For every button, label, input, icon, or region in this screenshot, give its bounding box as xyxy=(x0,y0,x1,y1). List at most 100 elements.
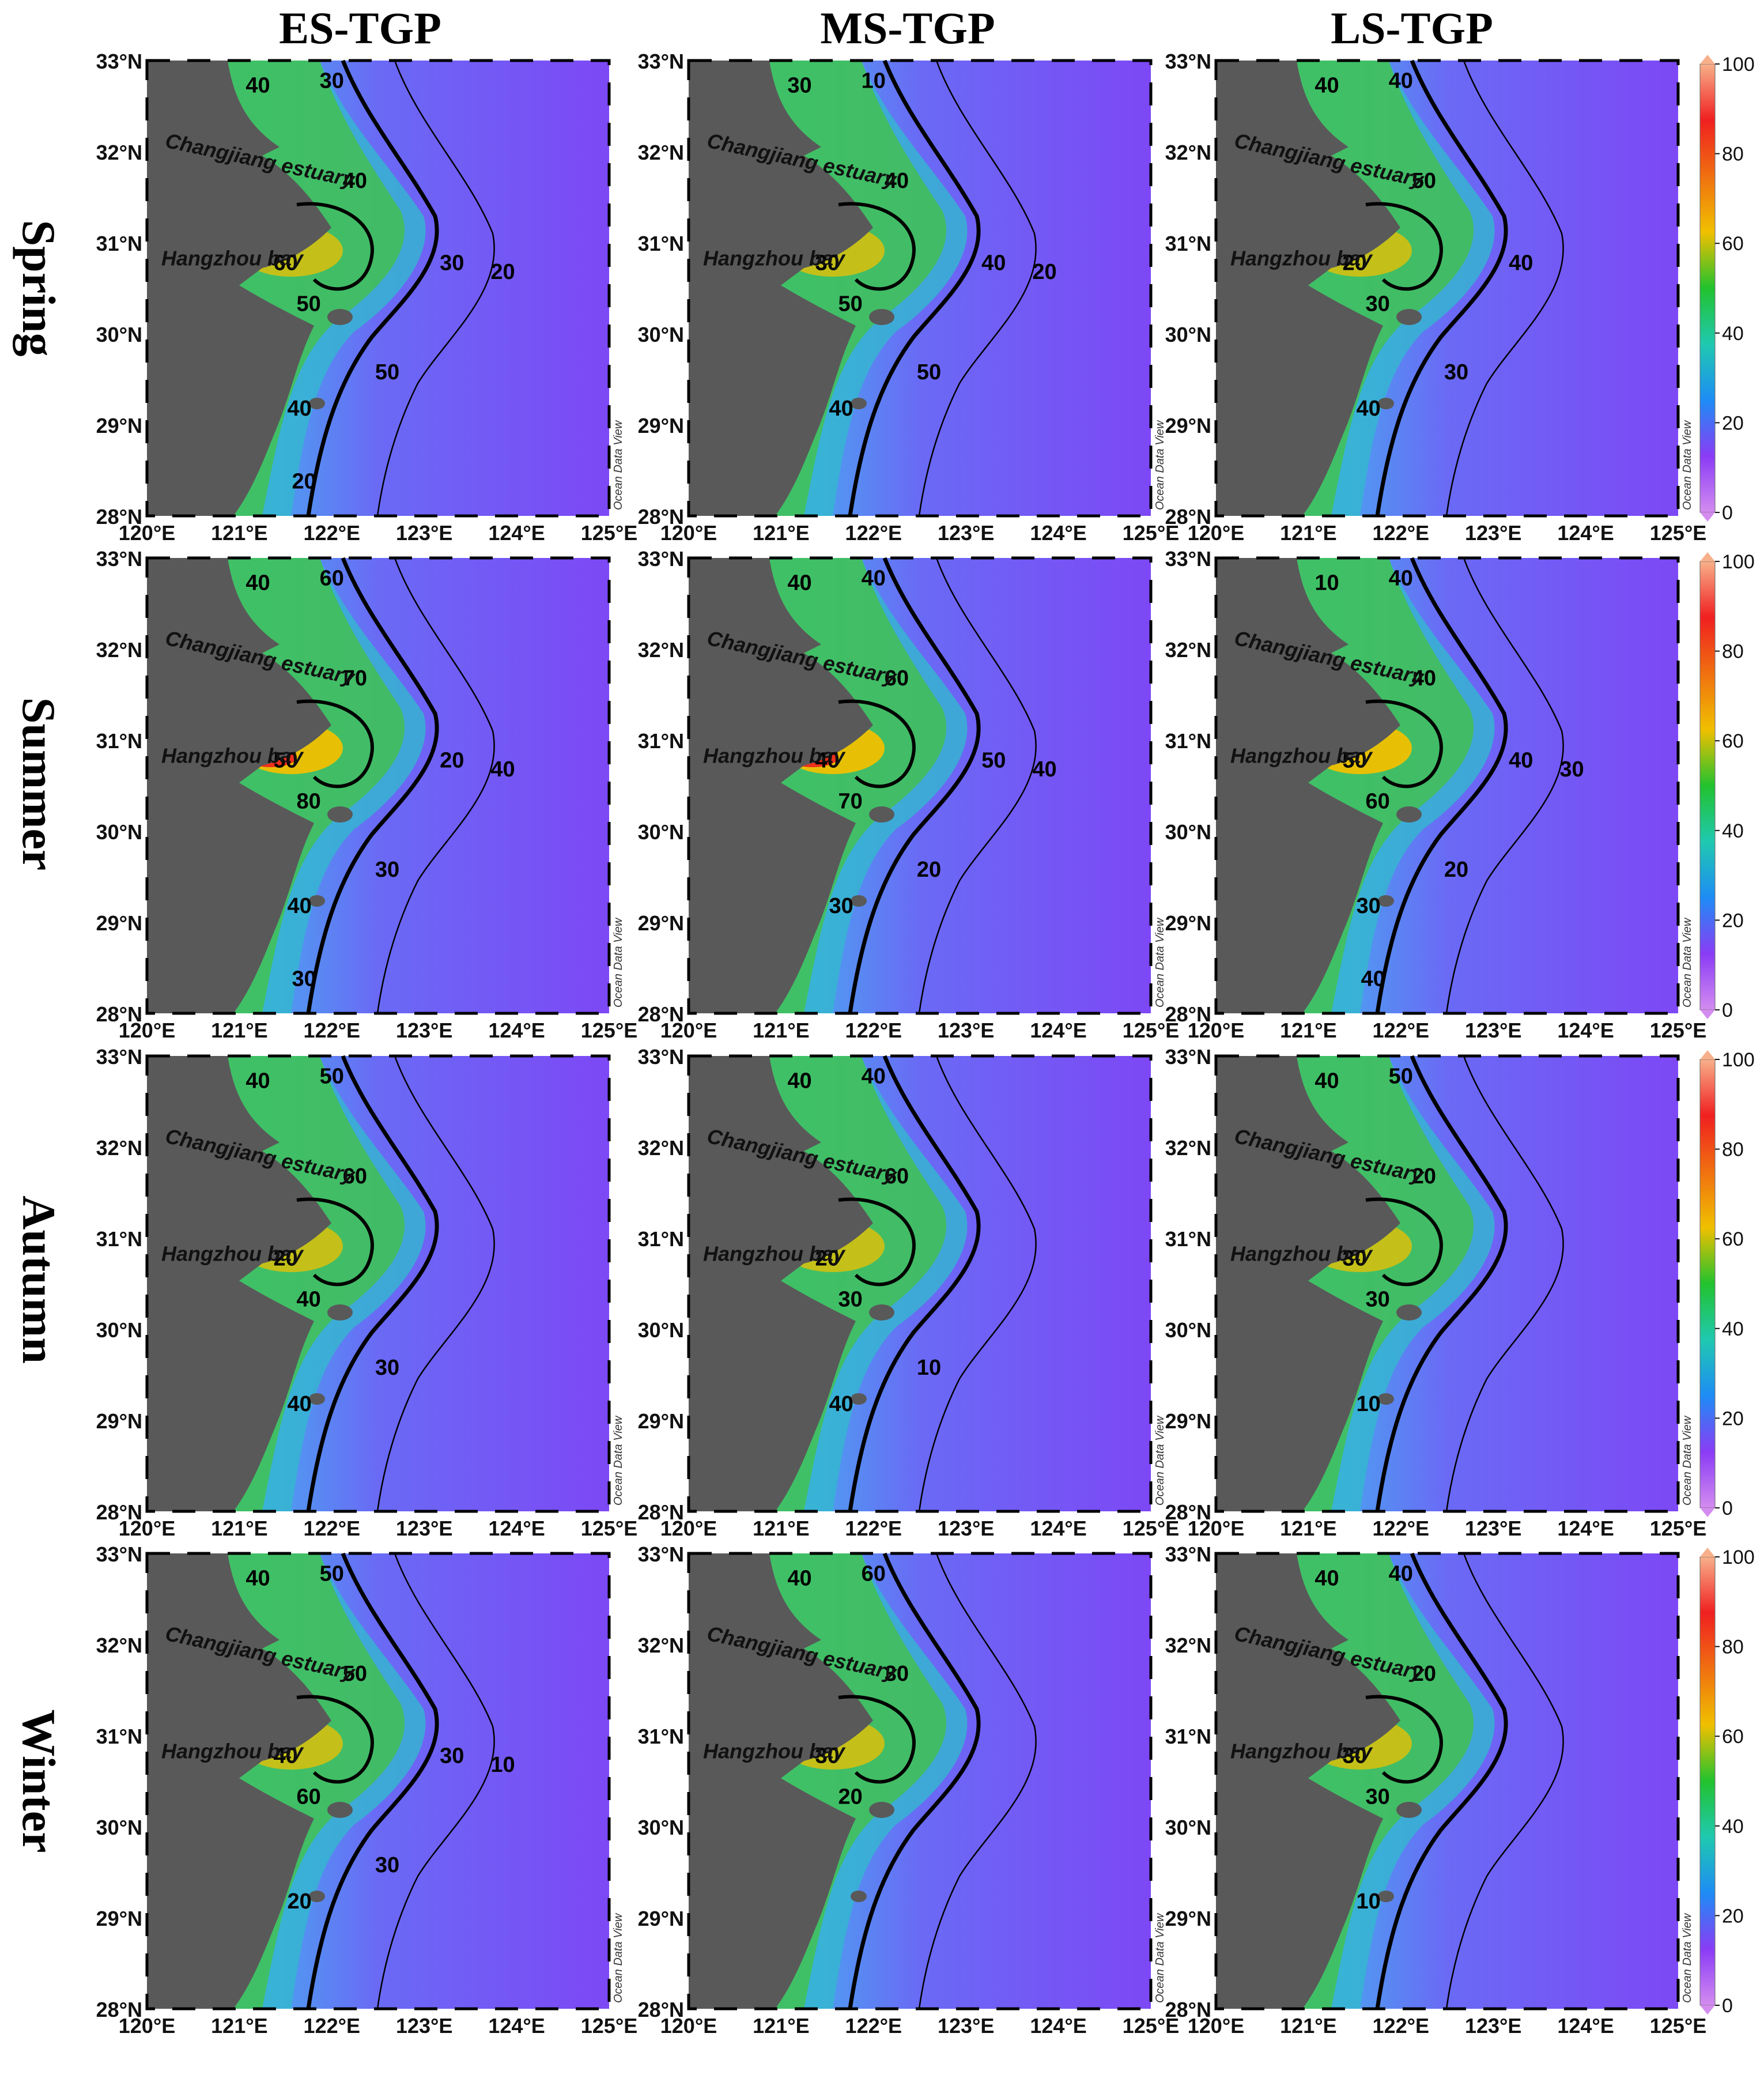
colorbar-arrow-min xyxy=(1700,1010,1715,1019)
contour-label: 30 xyxy=(440,1744,464,1768)
contour-label: 50 xyxy=(375,360,399,384)
contour-label: 30 xyxy=(1342,1744,1366,1768)
lon-tick-label: 124°E xyxy=(488,521,545,545)
colorbar-ramp xyxy=(1699,561,1716,1010)
odv-watermark: Ocean Data View xyxy=(612,1415,625,1506)
land-mass xyxy=(147,1056,331,1511)
contour-label: 20 xyxy=(1412,1662,1436,1686)
lat-tick-label: 29°N xyxy=(638,911,684,935)
contour-label: 40 xyxy=(1509,251,1533,275)
lat-tick-label: 33°N xyxy=(96,1542,142,1566)
nearshore-band xyxy=(804,1056,968,1511)
colorbar: 0 20 40 60 80 100 xyxy=(1699,1049,1755,1519)
odv-watermark: Ocean Data View xyxy=(612,917,625,1008)
nearshore-band xyxy=(262,558,426,1013)
place-label-bay: Hangzhou bay xyxy=(1230,1740,1373,1763)
contour-line-bold xyxy=(1375,1055,1508,1512)
contour-label: 60 xyxy=(1366,790,1390,814)
contour-label: 20 xyxy=(1444,858,1468,882)
lon-tick-label: 123°E xyxy=(938,1019,994,1042)
contour-line xyxy=(918,557,1037,1014)
odv-watermark: Ocean Data View xyxy=(1681,1415,1694,1506)
contour-line-bold xyxy=(296,202,374,291)
island xyxy=(1396,309,1422,325)
map-frame xyxy=(687,59,1153,518)
lon-tick-label: 125°E xyxy=(1650,521,1706,545)
contour-label: 40 xyxy=(288,1392,312,1416)
lat-tick-label: 32°N xyxy=(638,1136,684,1160)
colorbar-tick-label: 20 xyxy=(1722,412,1744,434)
contour-label: 40 xyxy=(1361,967,1385,991)
lat-tick-label: 28°N xyxy=(1165,1998,1211,2021)
lat-tick-label: 29°N xyxy=(638,1409,684,1433)
lon-tick-label: 120°E xyxy=(1188,1019,1244,1042)
lat-tick-label: 28°N xyxy=(96,505,142,529)
contour-label: 40 xyxy=(343,169,367,193)
lat-tick-label: 32°N xyxy=(1165,1136,1211,1160)
lat-tick-label: 31°N xyxy=(1165,729,1211,753)
contour-label: 50 xyxy=(320,1561,344,1586)
contour-label: 20 xyxy=(288,1889,312,1914)
colorbar-tick-label: 20 xyxy=(1722,1905,1744,1927)
contour-label: 40 xyxy=(829,397,853,421)
contour-label: 40 xyxy=(245,1566,270,1590)
contour-label: 40 xyxy=(1314,1069,1339,1093)
lat-tick-label: 30°N xyxy=(1165,1318,1211,1342)
colorbar-tick-label: 60 xyxy=(1722,233,1744,255)
lon-tick-label: 120°E xyxy=(660,521,717,545)
island xyxy=(869,806,894,823)
colorbar-tick-label: 100 xyxy=(1722,1049,1755,1071)
colorbar-tick-label: 40 xyxy=(1722,820,1744,842)
lon-tick-label: 123°E xyxy=(396,2014,452,2038)
island xyxy=(869,1802,894,1818)
contour-label: 60 xyxy=(320,566,344,590)
contour-label: 50 xyxy=(320,1064,344,1088)
lon-tick-label: 123°E xyxy=(938,521,994,545)
contour-label: 20 xyxy=(292,470,316,494)
colorbar-ramp xyxy=(1699,1556,1716,2006)
column-title: MS-TGP xyxy=(820,3,995,53)
contour-label: 30 xyxy=(1357,894,1381,918)
lon-tick-label: 124°E xyxy=(488,2014,545,2038)
nearshore-band xyxy=(804,1553,968,2009)
map-frame xyxy=(1214,59,1680,518)
lat-tick-label: 32°N xyxy=(1165,638,1211,662)
land-mass xyxy=(147,1553,331,2009)
lon-tick-label: 123°E xyxy=(396,1517,452,1540)
odv-watermark: Ocean Data View xyxy=(1681,1913,1694,2003)
lon-tick-label: 122°E xyxy=(845,1019,902,1042)
colorbar-tick-label: 100 xyxy=(1722,54,1755,76)
row-title: Summer xyxy=(13,697,65,871)
column-titles: ES-TGP MS-TGP LS-TGP xyxy=(279,3,1493,53)
lon-tick-label: 122°E xyxy=(845,521,902,545)
nearshore-band xyxy=(262,61,426,516)
lon-tick-label: 123°E xyxy=(1465,1517,1521,1540)
lon-tick-label: 122°E xyxy=(304,1517,360,1540)
colorbar-arrow-max xyxy=(1700,1548,1715,1557)
colorbar-tick-label: 40 xyxy=(1722,323,1744,345)
lon-tick-label: 125°E xyxy=(581,1517,637,1540)
lon-tick-label: 125°E xyxy=(1123,521,1179,545)
contour-line-bold xyxy=(296,699,374,789)
lon-tick-label: 120°E xyxy=(119,2014,175,2038)
lon-tick-label: 123°E xyxy=(396,521,452,545)
lon-tick-label: 120°E xyxy=(660,1517,717,1540)
contour-line-bold xyxy=(296,1695,374,1784)
contour-line xyxy=(918,1553,1037,2009)
lat-tick-label: 30°N xyxy=(638,1318,684,1342)
lon-tick-label: 121°E xyxy=(1280,1517,1336,1540)
map-frame xyxy=(1214,1552,1680,2010)
lat-tick-label: 28°N xyxy=(96,1500,142,1524)
colorbar-tick-label: 40 xyxy=(1722,1816,1744,1838)
lon-tick-label: 123°E xyxy=(1465,1019,1521,1042)
colorbar-tick-label: 20 xyxy=(1722,910,1744,931)
colorbar-tick-label: 60 xyxy=(1722,1228,1744,1250)
lon-tick-label: 121°E xyxy=(1280,1019,1336,1042)
lat-tick-label: 31°N xyxy=(96,729,142,753)
